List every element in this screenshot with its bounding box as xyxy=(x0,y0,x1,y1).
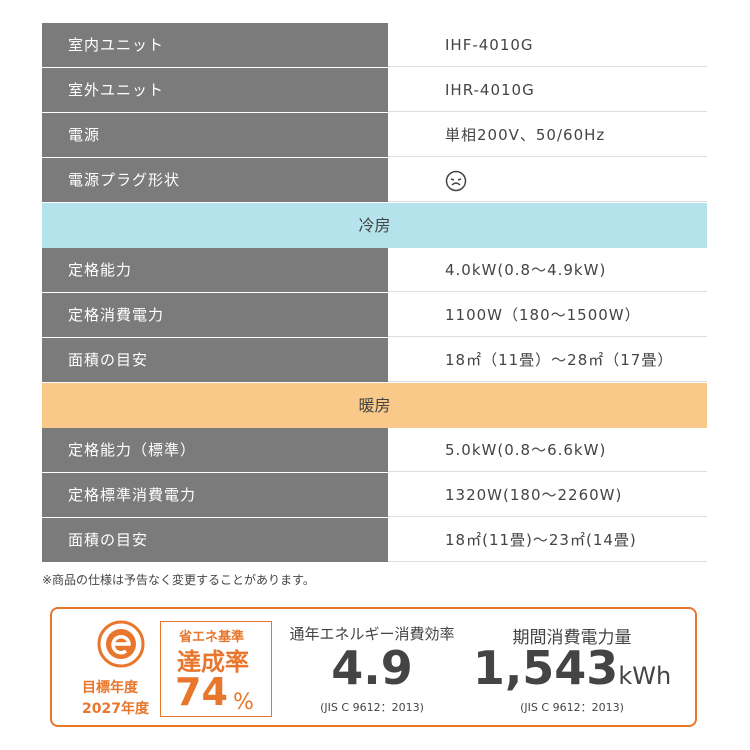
spec-value xyxy=(388,158,707,202)
spec-value: 単相200V、50/60Hz xyxy=(388,113,707,157)
spec-label: 室内ユニット xyxy=(42,23,388,67)
target-year: 2027年度 xyxy=(82,701,149,717)
target-year-label: 目標年度 xyxy=(82,680,138,696)
spec-label: 定格能力 xyxy=(42,248,388,292)
spec-row: 定格能力（標準） 5.0kW(0.8～6.6kW) xyxy=(42,428,707,473)
achievement-label: 達成率 xyxy=(177,648,249,676)
achievement-value: 74 xyxy=(175,670,228,714)
spec-label: 定格標準消費電力 xyxy=(42,473,388,517)
consumption-standard: (JIS C 9612：2013) xyxy=(520,701,624,714)
energy-box: 目標年度 2027年度 省エネ基準 達成率 74 % 通年エネルギー消費効率 4… xyxy=(50,607,697,727)
spec-row: 定格能力 4.0kW(0.8～4.9kW) xyxy=(42,248,707,293)
spec-value: IHR-4010G xyxy=(388,68,707,112)
spec-row: 室内ユニット IHF-4010G xyxy=(42,23,707,68)
spec-row: 電源プラグ形状 xyxy=(42,158,707,203)
spec-row: 電源 単相200V、50/60Hz xyxy=(42,113,707,158)
spec-row: 定格消費電力 1100W（180～1500W） xyxy=(42,293,707,338)
efficiency-value: 4.9 xyxy=(331,641,413,695)
spec-label: 電源プラグ形状 xyxy=(42,158,388,202)
spec-label: 定格消費電力 xyxy=(42,293,388,337)
achievement-box: 省エネ基準 達成率 74 % xyxy=(160,621,272,717)
consumption-label: 期間消費電力量 xyxy=(512,628,632,648)
spec-row: 面積の目安 18㎡（11畳）～28㎡（17畳） xyxy=(42,338,707,383)
consumption-unit: kWh xyxy=(618,662,672,690)
achievement-top: 省エネ基準 xyxy=(179,630,245,645)
spec-row: 室外ユニット IHR-4010G xyxy=(42,68,707,113)
spec-label: 面積の目安 xyxy=(42,338,388,382)
spec-value: 18㎡(11畳)～23㎡(14畳) xyxy=(388,518,707,562)
note: ※商品の仕様は予告なく変更することがあります。 xyxy=(42,573,315,587)
section-header: 冷房 xyxy=(42,203,707,248)
spec-value: 1100W（180～1500W） xyxy=(388,293,707,337)
section-header: 暖房 xyxy=(42,383,707,428)
efficiency-label: 通年エネルギー消費効率 xyxy=(289,625,455,643)
plug-icon xyxy=(445,170,467,191)
consumption: 1,543kWh xyxy=(472,641,672,695)
spec-row: 面積の目安 18㎡(11畳)～23㎡(14畳) xyxy=(42,518,707,563)
efficiency-standard: (JIS C 9612：2013) xyxy=(320,701,424,714)
spec-table: 室内ユニット IHF-4010G 室外ユニット IHR-4010G 電源 単相200V、5… xyxy=(42,23,707,563)
spec-value: 18㎡（11畳）～28㎡（17畳） xyxy=(388,338,707,382)
spec-label: 室外ユニット xyxy=(42,68,388,112)
spec-value: 1320W(180～2260W) xyxy=(388,473,707,517)
spec-label: 電源 xyxy=(42,113,388,157)
spec-value: 5.0kW(0.8～6.6kW) xyxy=(388,428,707,472)
e-logo xyxy=(97,620,145,668)
spec-value: 4.0kW(0.8～4.9kW) xyxy=(388,248,707,292)
spec-row: 定格標準消費電力 1320W(180～2260W) xyxy=(42,473,707,518)
achievement-unit: % xyxy=(233,690,254,715)
spec-label: 定格能力（標準） xyxy=(42,428,388,472)
spec-label: 面積の目安 xyxy=(42,518,388,562)
consumption-value: 1,543 xyxy=(472,641,619,695)
spec-value: IHF-4010G xyxy=(388,23,707,67)
